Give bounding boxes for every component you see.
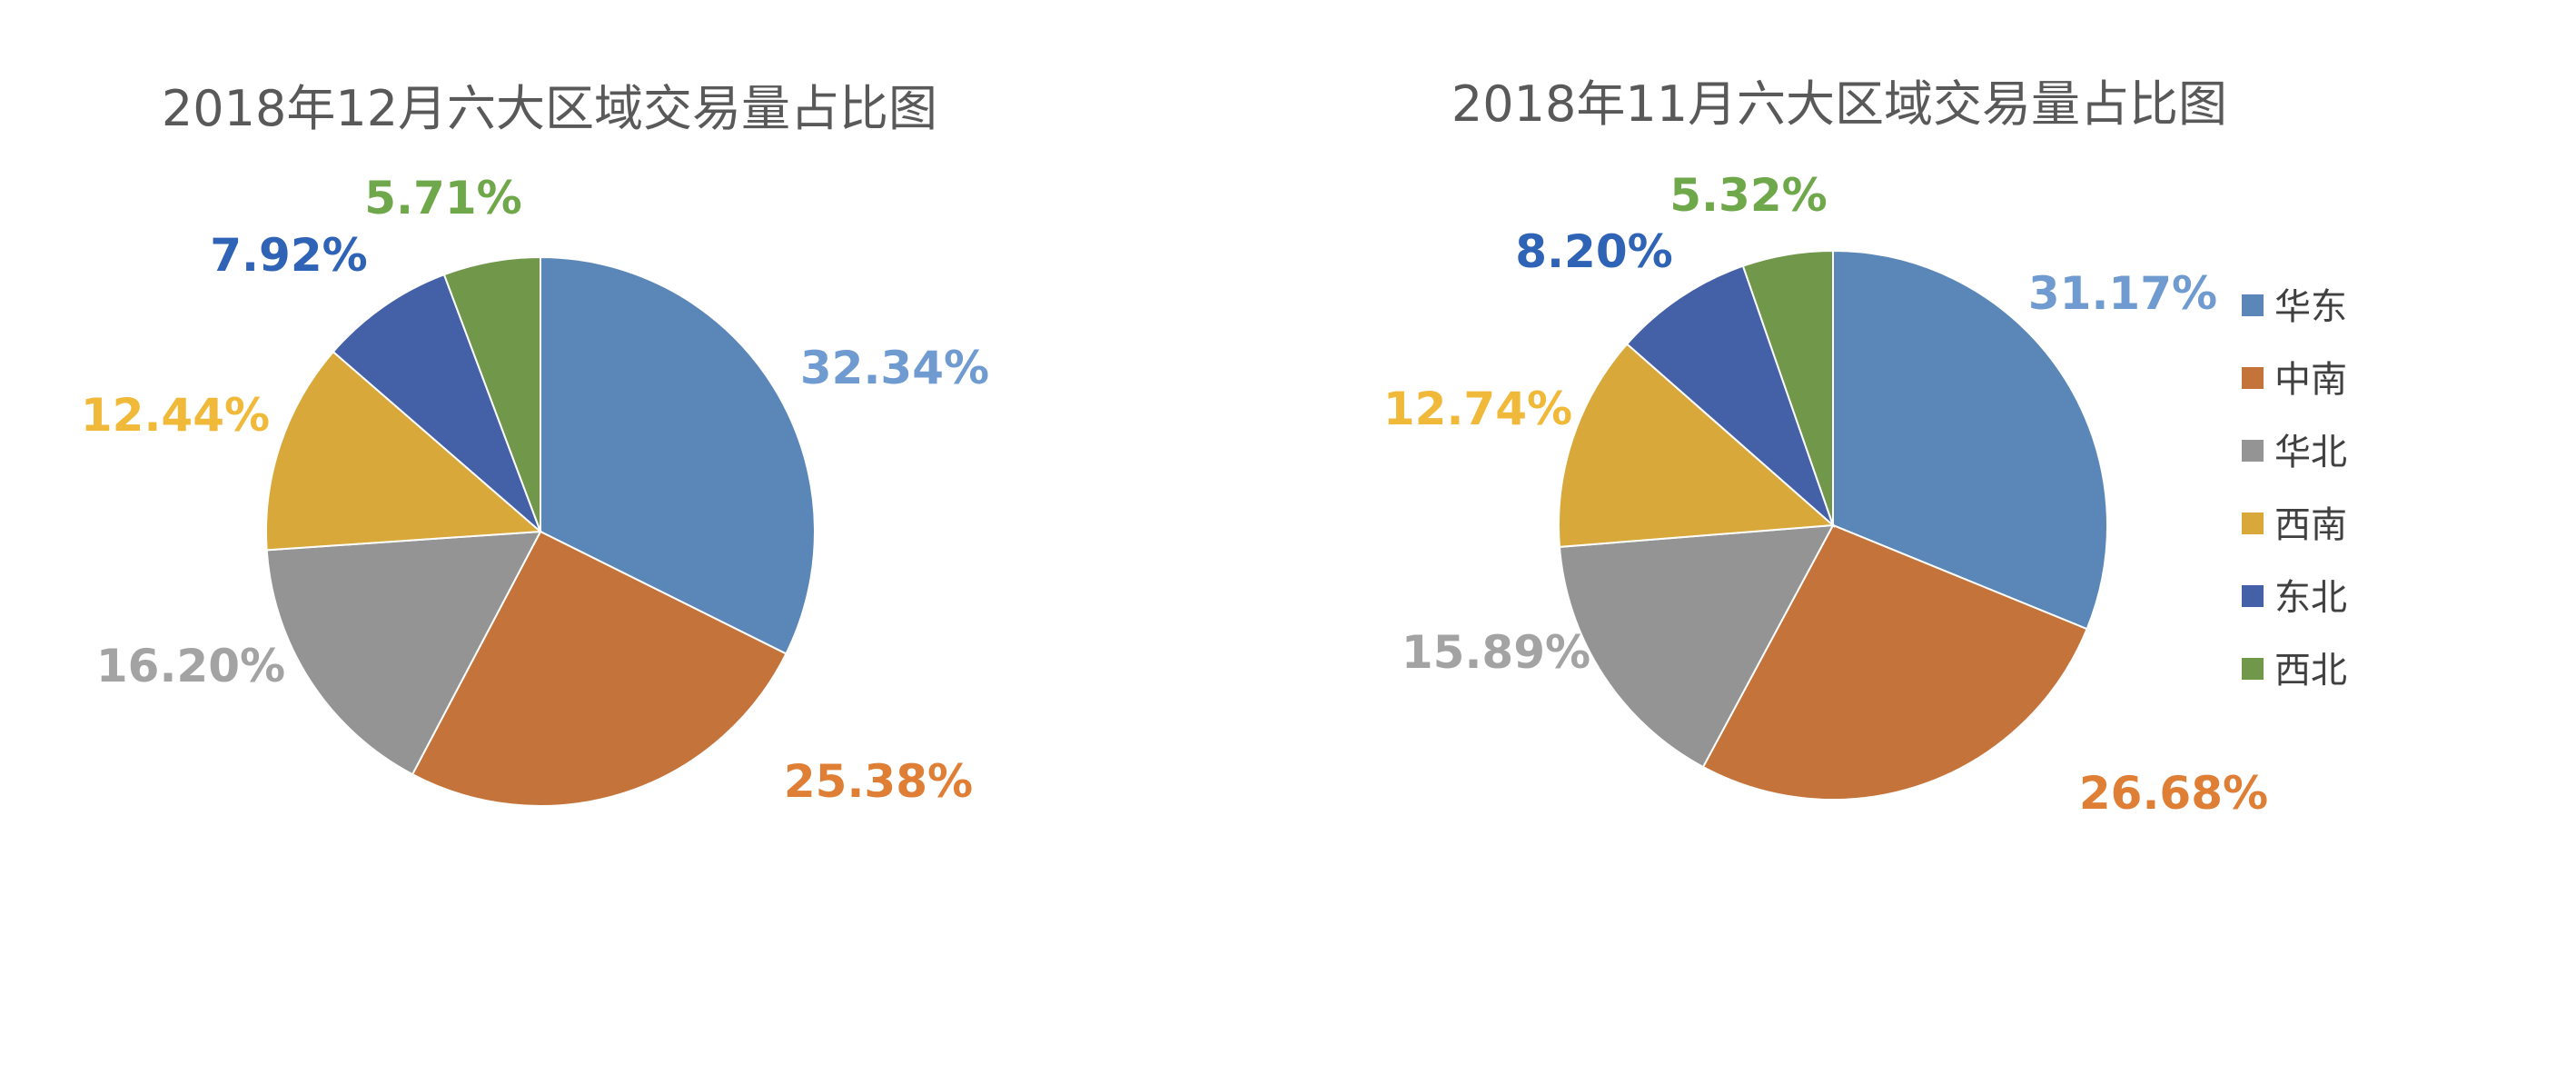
legend-label-huadong: 华东 xyxy=(2274,286,2347,328)
legend-swatch-zhongnan xyxy=(2242,367,2264,389)
legend-swatch-xinan xyxy=(2242,513,2264,534)
data-label-nov-xinan: 12.74% xyxy=(1383,383,1572,435)
legend-label-huabei: 华北 xyxy=(2274,432,2347,473)
data-label-nov-zhongnan: 26.68% xyxy=(2079,767,2268,820)
pie-chart-nov: 31.17% 26.68% 15.89% 12.74% 8.20%5.32% xyxy=(1383,169,2268,820)
legend-swatch-huadong xyxy=(2242,294,2264,316)
pie-slice-nov-dongbei xyxy=(1625,264,1836,529)
data-label-nov-dongbei: 8.20% xyxy=(1515,225,1672,278)
data-label-dec-huabei: 16.20% xyxy=(96,640,285,692)
data-label-dec-dongbei: 7.92% xyxy=(210,229,367,282)
pie-slice-nov-zhongnan xyxy=(1701,523,2088,801)
legend-label-dongbei: 东北 xyxy=(2274,577,2347,619)
legend-swatch-xibei xyxy=(2242,658,2264,680)
chart-title-dec: 2018年12月六大区域交易量占比图 xyxy=(162,80,937,137)
pie-slice-nov-xinan xyxy=(1558,343,1836,548)
chart-title-nov: 2018年11月六大区域交易量占比图 xyxy=(1451,75,2227,133)
pie-slice-dec-huadong xyxy=(540,255,816,655)
pie-slice-dec-huabei xyxy=(265,530,542,776)
data-label-dec-huadong: 32.34% xyxy=(800,342,989,394)
data-label-dec-xinan: 12.44% xyxy=(81,389,270,442)
legend-label-zhongnan: 中南 xyxy=(2274,359,2347,401)
data-label-nov-huadong: 31.17% xyxy=(2028,267,2217,320)
data-label-nov-huabei: 15.89% xyxy=(1402,626,1590,679)
pie-chart-dec: 32.34% 25.38% 16.20% 12.44% 7.92%5.71% xyxy=(81,172,989,808)
data-label-dec-xibei: 5.71% xyxy=(364,172,521,224)
pie-slice-nov-xibei xyxy=(1741,249,1834,526)
pie-slice-dec-xibei xyxy=(442,255,541,532)
data-label-nov-xibei: 5.32% xyxy=(1669,169,1827,222)
legend-label-xibei: 西北 xyxy=(2274,650,2347,692)
pie-slice-nov-huabei xyxy=(1558,523,1835,769)
legend-swatch-dongbei xyxy=(2242,585,2264,607)
data-label-dec-zhongnan: 25.38% xyxy=(784,755,973,808)
pie-slice-nov-huadong xyxy=(1832,249,2108,631)
pie-slice-dec-zhongnan xyxy=(411,530,788,807)
pie-slice-dec-dongbei xyxy=(332,273,541,532)
pie-slice-dec-xinan xyxy=(265,350,543,552)
legend-swatch-huabei xyxy=(2242,440,2264,462)
legend-label-xinan: 西南 xyxy=(2274,504,2347,546)
